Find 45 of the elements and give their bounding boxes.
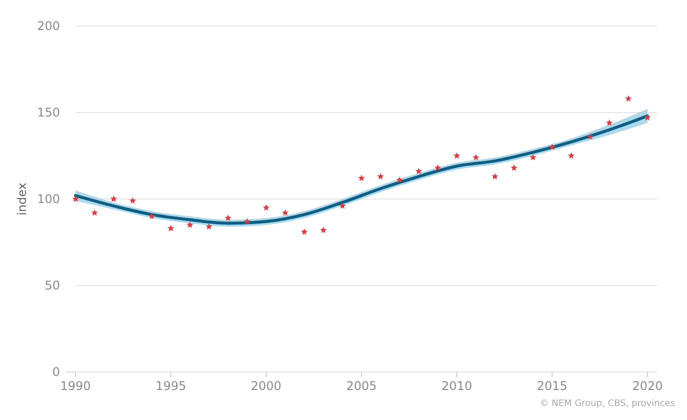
y-tick-label: 200 — [37, 19, 60, 34]
x-tick-label: 2005 — [346, 379, 377, 393]
x-tick-label: 1990 — [60, 379, 91, 393]
point — [339, 202, 346, 209]
point — [110, 196, 117, 202]
point — [320, 226, 327, 233]
point — [510, 164, 518, 171]
point — [282, 209, 289, 216]
point — [606, 119, 613, 126]
point — [625, 95, 632, 102]
x-tick-label: 2000 — [250, 379, 282, 393]
point — [453, 152, 460, 159]
point — [548, 144, 556, 150]
point — [262, 204, 270, 210]
text: © NEM Group, CBS, provinces — [540, 399, 676, 409]
point — [129, 197, 136, 204]
point — [244, 218, 250, 224]
x-tick-label: 2015 — [536, 379, 568, 393]
point — [206, 223, 212, 230]
point — [492, 173, 498, 180]
point — [472, 154, 480, 160]
y-tick-label: 50 — [44, 278, 60, 293]
point — [530, 154, 536, 160]
point — [377, 173, 384, 180]
point — [91, 209, 98, 216]
y-tick-label: 0 — [52, 365, 60, 380]
point — [168, 224, 174, 232]
point — [300, 228, 308, 235]
point — [72, 196, 79, 202]
x-tick-label: 1995 — [156, 379, 186, 393]
y-tick-label: 100 — [37, 192, 60, 206]
point — [415, 168, 422, 174]
point — [224, 214, 232, 221]
point — [148, 212, 156, 220]
point — [434, 164, 442, 171]
point — [568, 152, 575, 159]
y-axis-title: index — [15, 182, 29, 216]
x-tick-label: 2020 — [632, 379, 663, 393]
x-tick-label: 2010 — [442, 379, 472, 393]
point — [396, 176, 403, 183]
point — [586, 133, 594, 140]
point — [358, 174, 365, 182]
point — [644, 114, 651, 121]
point — [186, 221, 194, 228]
y-tick-label: 150 — [37, 106, 60, 120]
